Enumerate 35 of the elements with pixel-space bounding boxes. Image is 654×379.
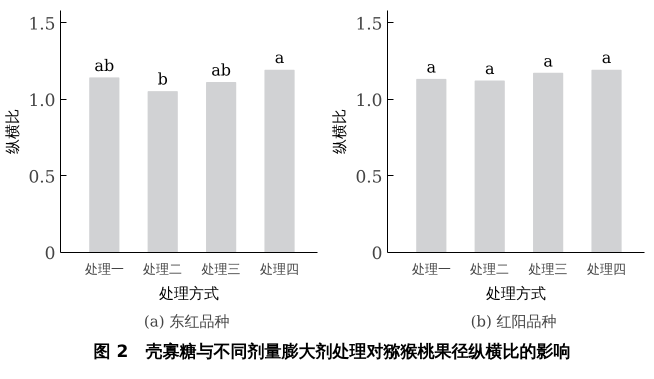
y-tick-label: 0	[372, 244, 383, 264]
x-tick-label: 处理一	[84, 262, 124, 278]
x-axis-title: 处理方式	[159, 284, 219, 302]
x-axis-title: 处理方式	[486, 284, 546, 302]
bar	[89, 77, 120, 252]
annotation: b	[158, 70, 168, 89]
x-tick-label: 处理四	[260, 262, 300, 278]
annotation: ab	[94, 56, 114, 75]
y-tick-label: 1.0	[355, 90, 383, 111]
y-axis-title: 纵横比	[330, 109, 348, 154]
x-tick-label: 处理二	[143, 262, 182, 278]
bar	[206, 82, 236, 252]
x-tick-label: 处理三	[528, 262, 568, 278]
annotation: a	[274, 48, 285, 68]
y-tick-label: 1.5	[355, 14, 383, 34]
annotation: a	[602, 48, 612, 68]
y-tick-label: 0.5	[355, 167, 383, 188]
annotation: a	[426, 57, 437, 76]
x-tick-label: 处理三	[202, 262, 241, 278]
annotation: a	[543, 51, 554, 70]
text: (b) 红阳品种	[470, 312, 557, 330]
text: (a) 东红品种	[144, 312, 230, 330]
annotation: a	[484, 58, 495, 78]
bar	[148, 91, 178, 252]
x-tick-label: 处理二	[470, 262, 510, 278]
x-tick-label: 处理四	[587, 262, 626, 278]
y-tick-label: 1.5	[28, 14, 56, 34]
x-tick-label: 处理一	[412, 262, 451, 278]
y-tick-label: 1.0	[28, 90, 56, 111]
y-axis-title: 纵横比	[3, 109, 22, 154]
y-tick-label: 0.5	[28, 167, 56, 188]
annotation: ab	[211, 60, 232, 80]
bar	[264, 70, 295, 252]
y-tick-label: 0	[44, 244, 56, 264]
caption: 图 2 壳寡糖与不同剂量膨大剂处理对猕猴桃果径纵横比的影响	[94, 341, 570, 364]
